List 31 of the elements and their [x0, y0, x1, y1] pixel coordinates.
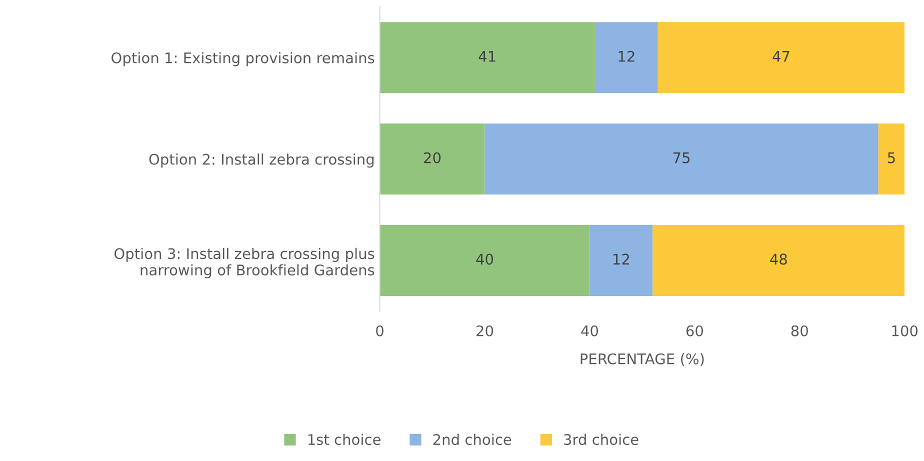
- x-tick-label: 20: [476, 325, 494, 336]
- data-label: 5: [888, 152, 895, 164]
- data-label: 12: [618, 50, 634, 62]
- x-tick-label: 100: [892, 325, 918, 336]
- data-label: 20: [424, 152, 441, 164]
- y-tick-label: Option 1: Existing provision remains: [112, 52, 374, 66]
- y-tick-label: Option 2: Install zebra crossing: [149, 154, 374, 168]
- bar: [380, 124, 485, 195]
- data-label: 41: [478, 51, 496, 62]
- x-tick-label: 80: [791, 325, 808, 336]
- bar: [594, 22, 658, 94]
- x-tick-label: 0: [376, 325, 384, 336]
- bar: [658, 22, 905, 94]
- bar: [878, 124, 905, 195]
- data-label: 40: [476, 254, 494, 265]
- data-label: 47: [772, 51, 790, 62]
- legend-label: 3rd choice: [564, 434, 638, 446]
- y-tick-label: Option 3: Install zebra crossing plus narrowing of Brookfield Gardens: [114, 248, 374, 278]
- data-label: 48: [770, 254, 787, 265]
- x-axis-title: PERCENTAGE (%): [580, 353, 704, 366]
- data-label: 12: [614, 254, 630, 264]
- bar: [380, 224, 590, 296]
- bar: [484, 124, 878, 195]
- legend-label: 2nd choice: [433, 434, 512, 446]
- data-label: 75: [673, 152, 690, 164]
- x-tick-label: 60: [686, 325, 703, 336]
- x-tick-label: 40: [581, 325, 598, 336]
- bar: [590, 224, 653, 296]
- bar: [652, 224, 905, 296]
- legend-label: 1st choice: [308, 434, 380, 446]
- bar: [380, 22, 595, 94]
